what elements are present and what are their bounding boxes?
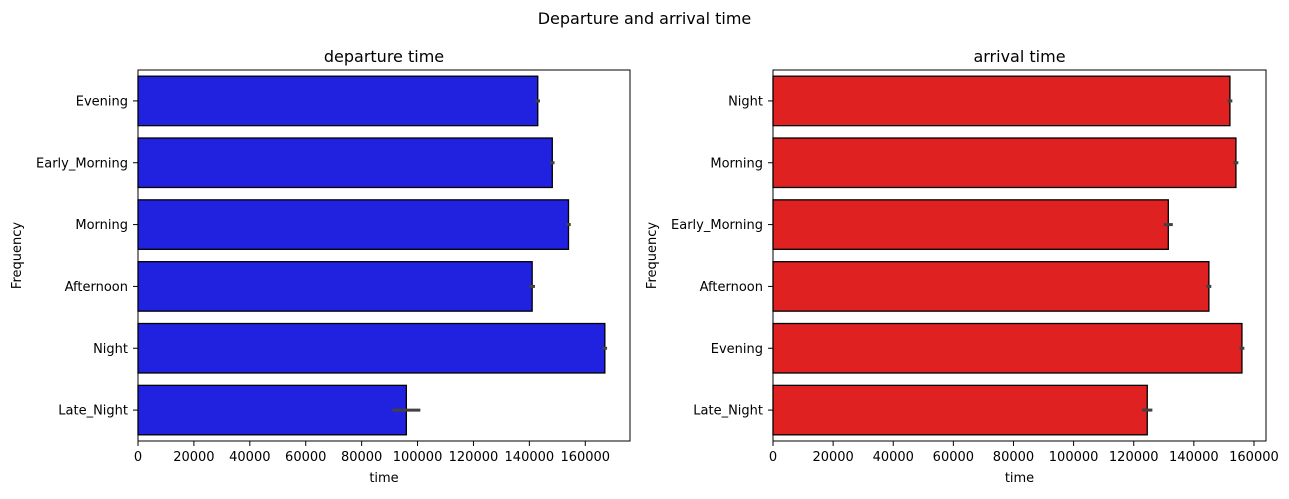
y-tick-label: Evening	[711, 342, 763, 357]
x-tick-label: 120000	[1109, 450, 1159, 465]
x-tick-label: 100000	[393, 450, 443, 465]
x-tick-label: 40000	[873, 450, 914, 465]
figure-suptitle: Departure and arrival time	[538, 9, 752, 28]
x-tick-label: 80000	[993, 450, 1034, 465]
y-axis-label: Frequency	[10, 222, 25, 289]
bar-night	[137, 322, 606, 374]
x-tick-label: 120000	[449, 450, 499, 465]
x-tick-label: 40000	[229, 450, 270, 465]
x-tick-label: 60000	[285, 450, 326, 465]
bar-evening	[772, 322, 1243, 374]
x-tick-label: 20000	[812, 450, 853, 465]
y-tick-label: Early_Morning	[671, 218, 763, 233]
x-tick-label: 100000	[1049, 450, 1099, 465]
x-axis-label: time	[1005, 471, 1034, 486]
x-tick-label: 0	[769, 450, 777, 465]
y-tick-label: Night	[728, 94, 763, 109]
x-tick-label: 80000	[341, 450, 382, 465]
arrival-time-chart: Night Morning Early_Morning Afternoon Evenin…	[645, 47, 1279, 486]
x-tick-label: 60000	[933, 450, 974, 465]
departure-time-chart: Evening Early_Morning Morning Afternoon Nigh…	[10, 47, 631, 486]
x-tick-label: 160000	[1229, 450, 1279, 465]
y-axis-label: Frequency	[645, 222, 660, 289]
x-tick-label: 20000	[173, 450, 214, 465]
y-tick-label: Afternoon	[65, 280, 128, 295]
bar-evening	[137, 75, 539, 127]
x-tick-label: 0	[134, 450, 142, 465]
y-tick-label: Night	[93, 342, 128, 357]
y-tick-label: Late_Night	[693, 404, 763, 419]
x-tick-label: 160000	[560, 450, 610, 465]
bar-night	[772, 75, 1231, 127]
chart-title: arrival time	[973, 47, 1065, 66]
bar-late-night	[772, 384, 1148, 436]
bar-morning	[137, 199, 570, 250]
bar-early-morning	[772, 199, 1169, 250]
y-tick-label: Early_Morning	[36, 156, 128, 171]
x-tick-label: 140000	[505, 450, 555, 465]
bar-afternoon	[137, 261, 533, 312]
bar-late-night	[137, 384, 408, 436]
y-tick-label: Afternoon	[700, 280, 763, 295]
bar-morning	[772, 137, 1237, 189]
axes-frame	[137, 69, 631, 442]
y-tick-label: Late_Night	[58, 404, 128, 419]
chart-title: departure time	[324, 47, 444, 66]
y-tick-label: Morning	[75, 218, 128, 233]
bar-early-morning	[137, 137, 553, 189]
y-tick-label: Evening	[76, 94, 128, 109]
bar-afternoon	[772, 261, 1210, 312]
x-axis-label: time	[369, 471, 398, 486]
axes-frame	[772, 69, 1267, 442]
x-tick-label: 140000	[1169, 450, 1219, 465]
y-tick-label: Morning	[710, 156, 763, 171]
